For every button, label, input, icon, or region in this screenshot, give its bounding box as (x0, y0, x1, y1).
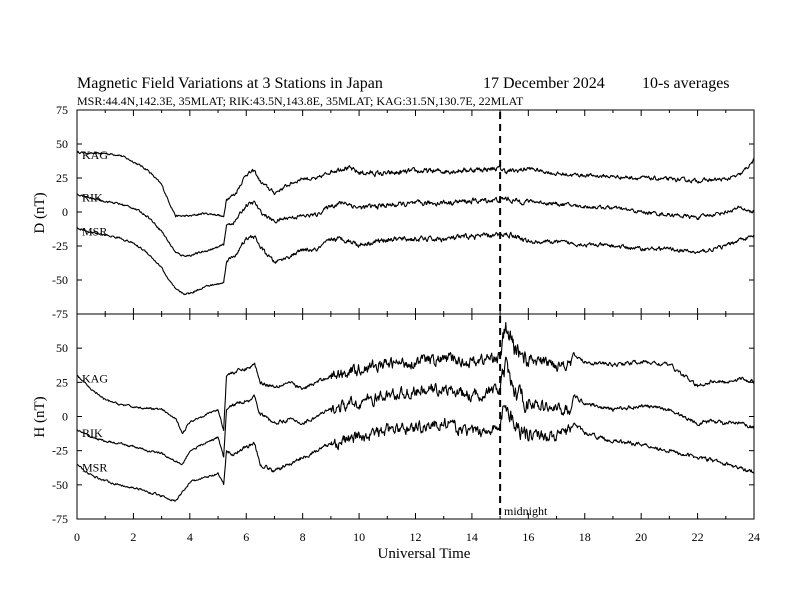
series-line-h-kag (76, 321, 755, 435)
y-tick-label: -50 (52, 273, 68, 287)
station-label-msr: MSR (82, 460, 107, 474)
series-lines (76, 150, 755, 502)
y-tick-label: 0 (62, 410, 68, 424)
series-line-h-rik (76, 356, 755, 466)
midnight-label: midnight (504, 504, 548, 518)
series-line-h-msr (76, 405, 755, 502)
panel-h-frame (76, 313, 755, 520)
chart-title: Magnetic Field Variations at 3 Stations … (77, 75, 383, 92)
x-tick-label: 16 (522, 530, 534, 544)
x-tick-label: 4 (187, 530, 193, 544)
y-tick-label: 0 (62, 205, 68, 219)
y-tick-label: 25 (56, 171, 68, 185)
y-tick-label: 25 (56, 375, 68, 389)
x-tick-label: 20 (635, 530, 647, 544)
x-tick-label: 2 (130, 530, 136, 544)
station-label-kag: KAG (82, 148, 108, 162)
y-axis-label-h: H (nT) (32, 396, 48, 437)
y-tick-label: -75 (52, 512, 68, 526)
station-label-rik: RIK (82, 190, 103, 204)
station-coordinates: MSR:44.4N,142.3E, 35MLAT; RIK:43.5N,143.… (77, 94, 524, 108)
x-tick-label: 0 (74, 530, 80, 544)
chart-date: 17 December 2024 (483, 75, 605, 92)
x-tick-label: 8 (300, 530, 306, 544)
station-labels: KAG RIK MSR KAG RIK MSR (82, 148, 108, 474)
x-tick-label: 10 (353, 530, 365, 544)
y-tick-label: 50 (56, 137, 68, 151)
x-tick-label: 18 (579, 530, 591, 544)
x-tick-label: 14 (466, 530, 478, 544)
series-line-d-msr (76, 227, 755, 296)
station-label-rik: RIK (82, 426, 103, 440)
x-tick-label: 12 (410, 530, 422, 544)
x-tick-label: 24 (748, 530, 760, 544)
x-tick-label: 22 (692, 530, 704, 544)
y-tick-label: -25 (52, 444, 68, 458)
station-label-kag: KAG (82, 372, 108, 386)
y-axis-label-d: D (nT) (32, 192, 48, 233)
series-line-d-rik (76, 193, 755, 258)
y-tick-label: 75 (56, 103, 68, 117)
x-axis-label: Universal Time (378, 546, 471, 562)
series-line-d-kag (76, 150, 755, 218)
station-label-msr: MSR (82, 224, 107, 238)
y-tick-label: -50 (52, 478, 68, 492)
chart-averaging: 10-s averages (642, 75, 730, 92)
y-tick-label: -25 (52, 239, 68, 253)
y-tick-label: -75 (52, 307, 68, 321)
y-tick-label: 50 (56, 341, 68, 355)
x-tick-label: 6 (243, 530, 249, 544)
